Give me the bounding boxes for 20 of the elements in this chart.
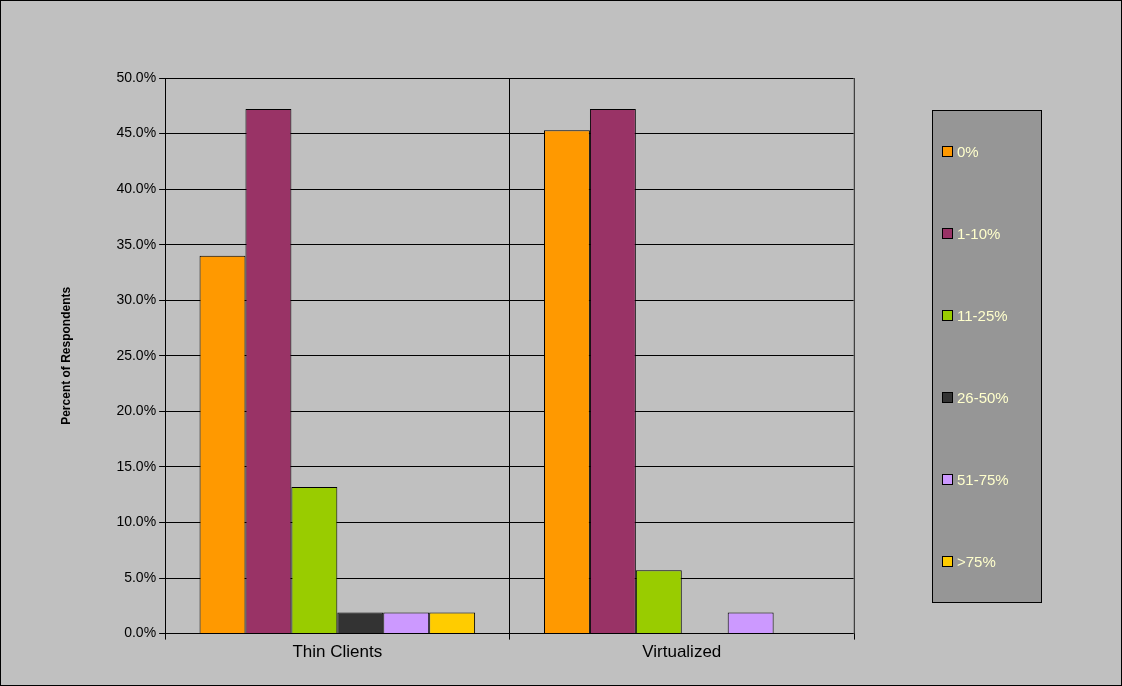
x-tick-label: Thin Clients bbox=[292, 642, 383, 662]
y-tick-label: 35.0% bbox=[116, 235, 157, 252]
legend-label: 0% bbox=[957, 143, 979, 161]
y-tick-label: 10.0% bbox=[116, 513, 157, 530]
y-tick-label: 15.0% bbox=[116, 457, 157, 474]
y-tick-label: 30.0% bbox=[116, 291, 157, 308]
legend-label: 51-75% bbox=[957, 470, 1009, 488]
x-tick-label: Virtualized bbox=[642, 642, 722, 662]
y-axis-title: Percent of Respondents bbox=[58, 286, 73, 425]
y-tick-label: 40.0% bbox=[116, 179, 157, 196]
legend-label: 1-10% bbox=[957, 225, 1001, 243]
y-tick-label: 5.0% bbox=[124, 568, 157, 585]
y-tick-label: 50.0% bbox=[116, 68, 157, 85]
legend-label: >75% bbox=[957, 552, 996, 570]
y-tick-label: 25.0% bbox=[116, 346, 157, 363]
legend-label: 11-25% bbox=[957, 307, 1008, 325]
y-tick-label: 20.0% bbox=[116, 402, 157, 419]
y-tick-label: 0.0% bbox=[124, 624, 157, 641]
y-tick-label: 45.0% bbox=[116, 124, 157, 141]
legend-label: 26-50% bbox=[957, 388, 1009, 406]
